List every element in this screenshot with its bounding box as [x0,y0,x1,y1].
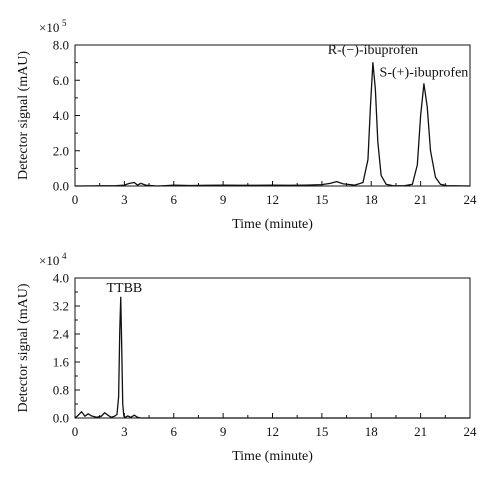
top-x-tick-label: 9 [220,192,227,207]
top-x-tick-label: 24 [464,192,478,207]
bottom-y-tick-label: 2.4 [53,327,70,342]
top-y-axis-title: Detector signal (mAU) [16,51,31,180]
bottom-y-tick-label: 1.6 [53,355,70,370]
bottom-series-line-0 [74,296,470,419]
top-series-line-0 [74,61,471,187]
top-x-tick-label: 21 [414,192,427,207]
bottom-x-tick-label: 3 [121,424,128,439]
top-x-tick-label: 18 [365,192,378,207]
top-y-tick-label: 4.0 [53,108,69,123]
top-y-multiplier: ×10 [39,20,59,35]
bottom-y-tick-label: 0.8 [53,383,69,398]
bottom-y-tick-label: 0.0 [53,411,69,426]
top-y-tick-label: 2.0 [53,143,69,158]
top-x-tick-label: 6 [171,192,178,207]
bottom-y-multiplier: ×10 [39,253,59,268]
bottom-x-tick-label: 6 [171,424,178,439]
top-peak-label-0: R-(−)-ibuprofen [328,43,418,58]
bottom-x-tick-label: 12 [266,424,279,439]
top-x-tick-label: 3 [121,192,128,207]
top-y-tick-label: 8.0 [53,38,69,53]
bottom-x-tick-label: 24 [464,424,478,439]
bottom-y-tick-label: 4.0 [53,271,69,286]
bottom-y-tick-label: 3.2 [53,299,69,314]
top-y-tick-label: 0.0 [53,179,69,194]
bottom-y-multiplier-exponent: 4 [62,251,67,261]
bottom-x-tick-label: 18 [365,424,378,439]
top-x-tick-label: 12 [266,192,279,207]
top-x-axis-title: Time (minute) [232,217,313,232]
bottom-peak-label-0: TTBB [106,281,142,296]
bottom-x-tick-label: 15 [315,424,328,439]
bottom-x-axis-title: Time (minute) [232,449,313,464]
bottom-y-axis-title: Detector signal (mAU) [16,283,31,412]
bottom-plot-frame [74,277,471,419]
top-x-tick-label: 15 [315,192,328,207]
top-y-tick-label: 6.0 [53,73,69,88]
top-peak-label-1: S-(+)-ibuprofen [380,66,469,81]
top-x-tick-label: 0 [72,192,79,207]
bottom-x-tick-label: 9 [220,424,227,439]
bottom-x-tick-label: 0 [72,424,79,439]
bottom-x-tick-label: 21 [414,424,427,439]
top-y-multiplier-exponent: 5 [62,18,67,28]
